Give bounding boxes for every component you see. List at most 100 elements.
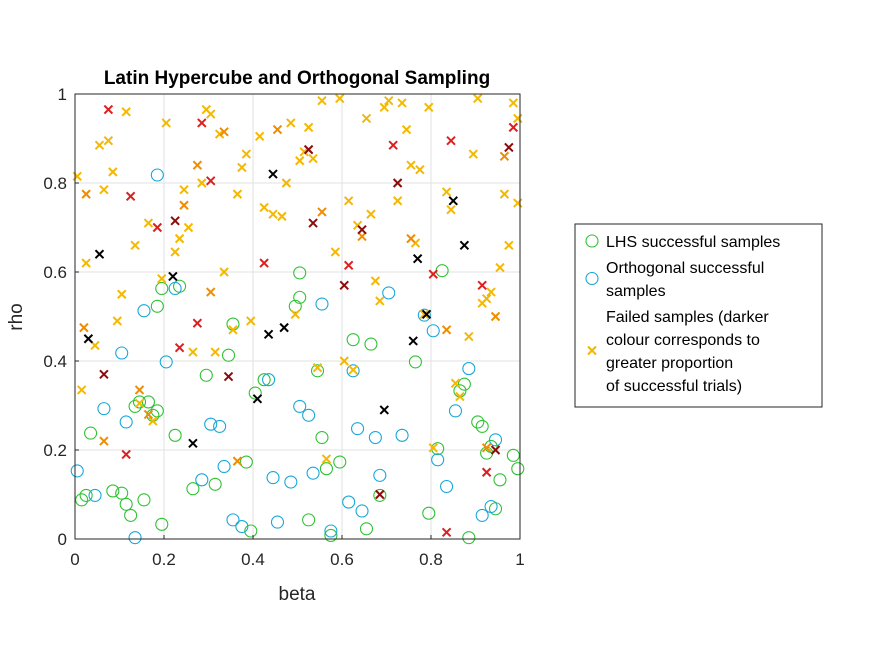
data-point (462, 362, 476, 376)
data-point (150, 168, 164, 182)
data-point (112, 316, 122, 326)
x-tick-label: 0 (70, 550, 79, 569)
data-point (90, 340, 100, 351)
data-point (174, 233, 185, 244)
data-point (244, 524, 258, 538)
series-0 (75, 264, 525, 545)
x-tick-label: 0.8 (419, 550, 443, 569)
x-tick-label: 1 (515, 550, 524, 569)
data-point (277, 211, 287, 222)
data-point (208, 477, 222, 491)
data-point (448, 404, 463, 418)
data-point (119, 497, 133, 511)
data-point (392, 196, 403, 206)
data-point (357, 225, 367, 235)
chart-title: Latin Hypercube and Orthogonal Sampling (104, 68, 490, 89)
data-point (148, 416, 158, 426)
data-point (83, 334, 94, 344)
data-point (490, 311, 501, 322)
data-point (370, 276, 381, 286)
data-point (141, 395, 155, 409)
data-point (263, 329, 274, 340)
data-point (79, 488, 93, 502)
data-point (197, 118, 207, 128)
data-point (254, 131, 265, 141)
data-point (108, 167, 118, 177)
data-point (468, 149, 478, 159)
data-point (441, 527, 452, 538)
data-point (223, 371, 234, 382)
data-point (384, 95, 394, 106)
data-point (84, 426, 98, 440)
data-point (226, 513, 240, 527)
y-tick-label: 0.4 (43, 352, 67, 371)
data-point (125, 191, 136, 202)
data-point (397, 98, 407, 108)
data-point (493, 473, 507, 487)
data-point (475, 419, 489, 433)
data-point (143, 409, 154, 420)
data-point (124, 508, 138, 522)
data-point (252, 394, 263, 404)
data-point (506, 448, 520, 462)
data-point (99, 436, 109, 446)
data-point (168, 428, 182, 442)
data-point (406, 233, 416, 244)
data-point (99, 184, 109, 195)
y-tick-label: 0 (58, 530, 67, 549)
data-point (76, 385, 87, 395)
data-point (475, 508, 489, 522)
data-point (481, 293, 492, 304)
data-point (490, 445, 501, 455)
data-point (303, 122, 314, 133)
data-point (128, 531, 142, 545)
data-point (143, 218, 154, 228)
data-point (488, 433, 503, 447)
data-point (302, 408, 316, 422)
data-point (199, 368, 213, 382)
data-point (395, 428, 409, 442)
data-point (94, 140, 105, 150)
data-point (312, 362, 323, 373)
data-point (324, 528, 338, 542)
data-point (375, 296, 385, 306)
data-point (174, 342, 185, 353)
data-point (333, 455, 347, 469)
data-point (317, 207, 327, 217)
data-point (106, 484, 120, 498)
data-point (431, 453, 445, 467)
data-point (103, 136, 114, 146)
data-point (428, 443, 438, 453)
data-point (206, 176, 216, 186)
data-point (419, 309, 430, 319)
data-point (262, 373, 276, 387)
data-point (170, 247, 180, 257)
data-point (408, 355, 422, 369)
data-point (379, 405, 389, 415)
data-point (268, 169, 278, 179)
data-point (150, 299, 164, 313)
data-point (339, 280, 349, 291)
data-point (486, 287, 496, 297)
data-point (81, 189, 91, 199)
data-point (361, 113, 372, 124)
y-tick-label: 1 (58, 85, 67, 104)
data-point (75, 493, 89, 507)
data-point (170, 216, 180, 226)
data-point (379, 102, 389, 113)
data-point (348, 365, 358, 375)
data-point (315, 297, 329, 311)
data-point (477, 280, 487, 291)
data-point (343, 260, 354, 271)
legend-label: greater proportion (606, 355, 733, 372)
legend-label: Failed samples (darker (606, 309, 769, 326)
data-point (115, 486, 129, 500)
data-point (121, 449, 131, 460)
data-point (364, 337, 378, 351)
data-point (239, 455, 253, 469)
data-point (168, 271, 178, 282)
data-point (335, 93, 345, 104)
data-point (351, 422, 365, 436)
data-point (401, 124, 412, 135)
